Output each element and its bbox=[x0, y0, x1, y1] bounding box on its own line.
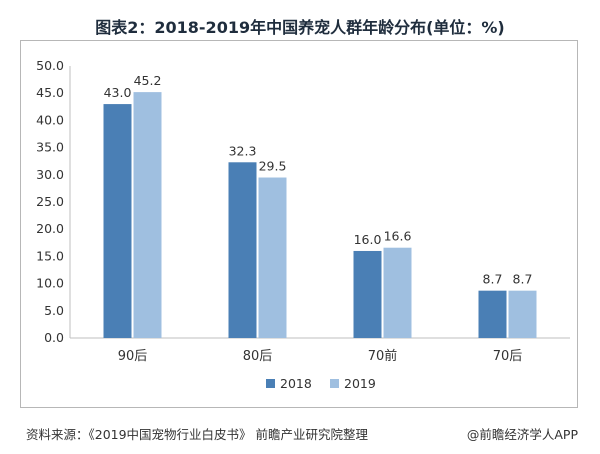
bar-2018-2 bbox=[353, 250, 382, 338]
bar-2019-3 bbox=[508, 290, 537, 338]
bar-2019-1 bbox=[258, 177, 287, 338]
y-tick-label: 5.0 bbox=[44, 303, 64, 318]
data-label: 8.7 bbox=[513, 272, 533, 287]
y-tick-label: 40.0 bbox=[36, 112, 64, 127]
category-label: 80后 bbox=[243, 349, 273, 364]
y-tick-label: 15.0 bbox=[36, 248, 64, 263]
y-tick-label: 20.0 bbox=[36, 221, 64, 236]
data-label: 16.0 bbox=[354, 232, 382, 247]
legend-label: 2018 bbox=[280, 376, 312, 391]
data-label: 32.3 bbox=[229, 143, 257, 158]
data-label: 43.0 bbox=[104, 85, 132, 100]
data-label: 8.7 bbox=[483, 272, 503, 287]
bar-2018-0 bbox=[103, 104, 132, 338]
legend-swatch-2018 bbox=[266, 379, 275, 388]
bar-2019-2 bbox=[383, 247, 412, 338]
y-tick-label: 50.0 bbox=[36, 58, 64, 73]
y-tick-label: 10.0 bbox=[36, 276, 64, 291]
legend-label: 2019 bbox=[344, 376, 376, 391]
data-label: 45.2 bbox=[134, 73, 162, 88]
data-label: 29.5 bbox=[259, 159, 287, 174]
category-label: 70前 bbox=[368, 348, 398, 364]
category-label: 90后 bbox=[118, 349, 148, 364]
category-label: 70后 bbox=[493, 349, 523, 364]
chart-title: 图表2：2018-2019年中国养宠人群年龄分布(单位：%) bbox=[95, 18, 505, 37]
y-tick-label: 25.0 bbox=[36, 194, 64, 209]
y-tick-label: 45.0 bbox=[36, 85, 64, 100]
bar-2018-1 bbox=[228, 162, 257, 338]
source-note: 资料来源：《2019中国宠物行业白皮书》 前瞻产业研究院整理 bbox=[26, 427, 369, 442]
y-tick-label: 35.0 bbox=[36, 140, 64, 155]
chart-frame bbox=[20, 40, 578, 408]
brand-credit: @前瞻经济学人APP bbox=[466, 427, 578, 442]
bar-2018-3 bbox=[478, 290, 507, 338]
y-tick-label: 0.0 bbox=[44, 330, 64, 345]
legend-swatch-2019 bbox=[330, 379, 339, 388]
y-tick-label: 30.0 bbox=[36, 167, 64, 182]
bar-2019-0 bbox=[133, 92, 162, 338]
data-label: 16.6 bbox=[384, 229, 412, 244]
